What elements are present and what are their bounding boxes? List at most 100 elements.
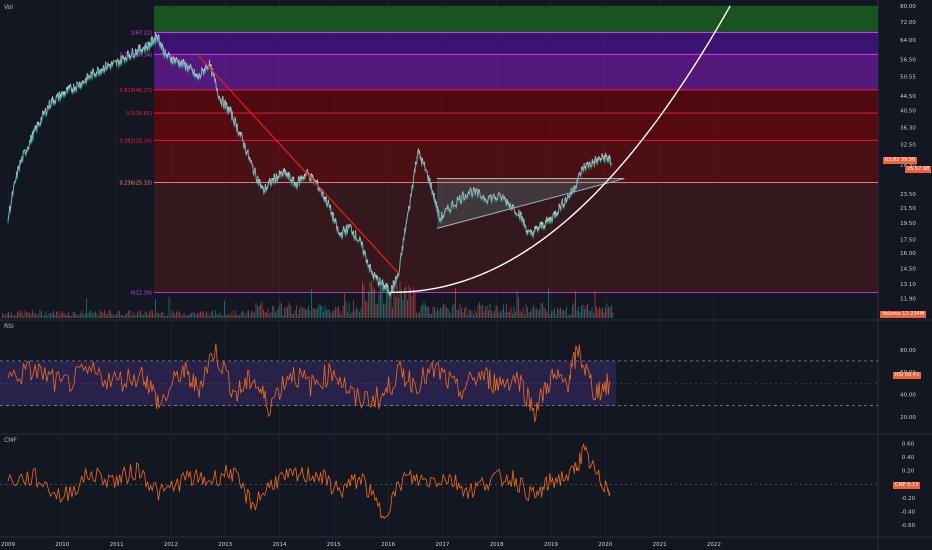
volume-bar: [168, 296, 170, 318]
volume-bar: [569, 314, 570, 318]
volume-bar: [42, 315, 44, 318]
volume-bar: [81, 310, 83, 318]
volume-bar: [299, 308, 300, 318]
volume-bar: [603, 312, 605, 318]
volume-bar: [560, 307, 561, 318]
price-axis-tick: 80.00: [900, 4, 916, 10]
volume-bar: [225, 314, 227, 318]
x-axis-tick: 2017: [435, 542, 449, 548]
volume-bar: [587, 303, 588, 318]
volume-bar: [11, 312, 12, 318]
volume-bar: [449, 311, 450, 318]
volume-bar: [524, 313, 525, 318]
volume-bar: [96, 313, 98, 318]
volume-bar: [249, 314, 251, 318]
volume-bar: [500, 311, 501, 318]
volume-bar: [306, 308, 308, 318]
volume-bar: [531, 307, 533, 318]
volume-bar: [32, 310, 33, 318]
volume-bar: [227, 314, 228, 318]
trendline-triangle_bottom: [436, 178, 625, 229]
cmf-axis-tick: 0.20: [902, 469, 915, 475]
volume-bar: [483, 310, 485, 318]
volume-bar: [171, 310, 173, 318]
parabolic-curve: [390, 5, 731, 294]
price-axis-tick: 44.50: [900, 94, 916, 100]
volume-bar: [558, 309, 560, 318]
volume-bar: [401, 289, 402, 318]
volume-bar: [416, 312, 417, 318]
volume-bar: [177, 310, 179, 318]
trendline-red_downtrend: [197, 54, 400, 275]
volume-bar: [9, 314, 11, 318]
volume-bar: [210, 311, 212, 318]
volume-bar: [195, 314, 197, 318]
cmf-pane-title: CMF: [4, 437, 17, 444]
volume-bar: [267, 308, 269, 318]
volume-bar: [78, 314, 80, 318]
price-tag-a: 63.82 39.56: [883, 157, 918, 164]
price-axis-tick: 50.55: [900, 74, 916, 80]
volume-bar: [18, 310, 20, 318]
volume-bar: [128, 310, 129, 318]
price-axis-tick: 11.90: [900, 297, 916, 303]
volume-bar: [348, 302, 350, 318]
volume-bar: [516, 290, 518, 318]
volume-bar: [147, 315, 149, 318]
price-axis-tick: 17.50: [900, 237, 916, 243]
volume-bar: [218, 314, 219, 318]
volume-bar: [554, 308, 555, 318]
volume-bar: [491, 310, 492, 318]
volume-bar: [135, 315, 137, 318]
volume-bar: [380, 283, 381, 318]
volume-bar: [320, 304, 321, 318]
volume-bar: [513, 306, 515, 318]
volume-bar: [453, 303, 455, 318]
volume-bar: [495, 305, 497, 318]
volume-bar: [206, 311, 207, 318]
volume-bar: [591, 307, 593, 318]
volume-bar: [110, 311, 111, 318]
volume-bar: [293, 313, 294, 318]
volume-bar: [71, 315, 72, 318]
volume-bar: [422, 304, 423, 318]
volume-bar: [258, 306, 260, 318]
volume-bar: [324, 305, 326, 318]
volume-bar: [30, 313, 32, 318]
volume-bar: [236, 314, 237, 318]
volume-bar: [8, 312, 9, 318]
volume-bar: [437, 307, 438, 318]
x-axis-tick: 2013: [218, 542, 232, 548]
x-axis-tick: 2018: [490, 542, 504, 548]
volume-bar: [315, 309, 317, 318]
x-axis-tick: 2020: [598, 542, 612, 548]
volume-bar: [428, 306, 429, 318]
volume-bar: [228, 313, 230, 318]
volume-bar: [122, 315, 123, 318]
volume-bar: [506, 304, 507, 318]
x-axis-tick: 2015: [327, 542, 341, 548]
volume-bar: [162, 312, 164, 318]
volume-bar: [153, 314, 155, 318]
volume-bar: [77, 315, 78, 318]
volume-bar: [477, 304, 479, 318]
volume-bar: [488, 310, 489, 318]
fib-zone: [154, 89, 878, 114]
volume-bar: [389, 290, 390, 318]
volume-bar: [45, 311, 47, 318]
volume-bar: [291, 313, 293, 318]
volume-bar: [530, 311, 531, 318]
volume-bar: [107, 314, 108, 318]
volume-bar: [197, 313, 198, 318]
volume-bar: [383, 303, 384, 318]
volume-bar: [21, 311, 23, 318]
volume-bar: [459, 303, 461, 318]
volume-bar: [26, 312, 27, 318]
volume-bar: [575, 290, 576, 318]
volume-bar: [89, 311, 90, 318]
volume-bar: [254, 312, 255, 318]
fib-label: 0(12.39): [131, 290, 152, 296]
fib-zone: [154, 32, 878, 55]
volume-bar: [468, 309, 470, 318]
